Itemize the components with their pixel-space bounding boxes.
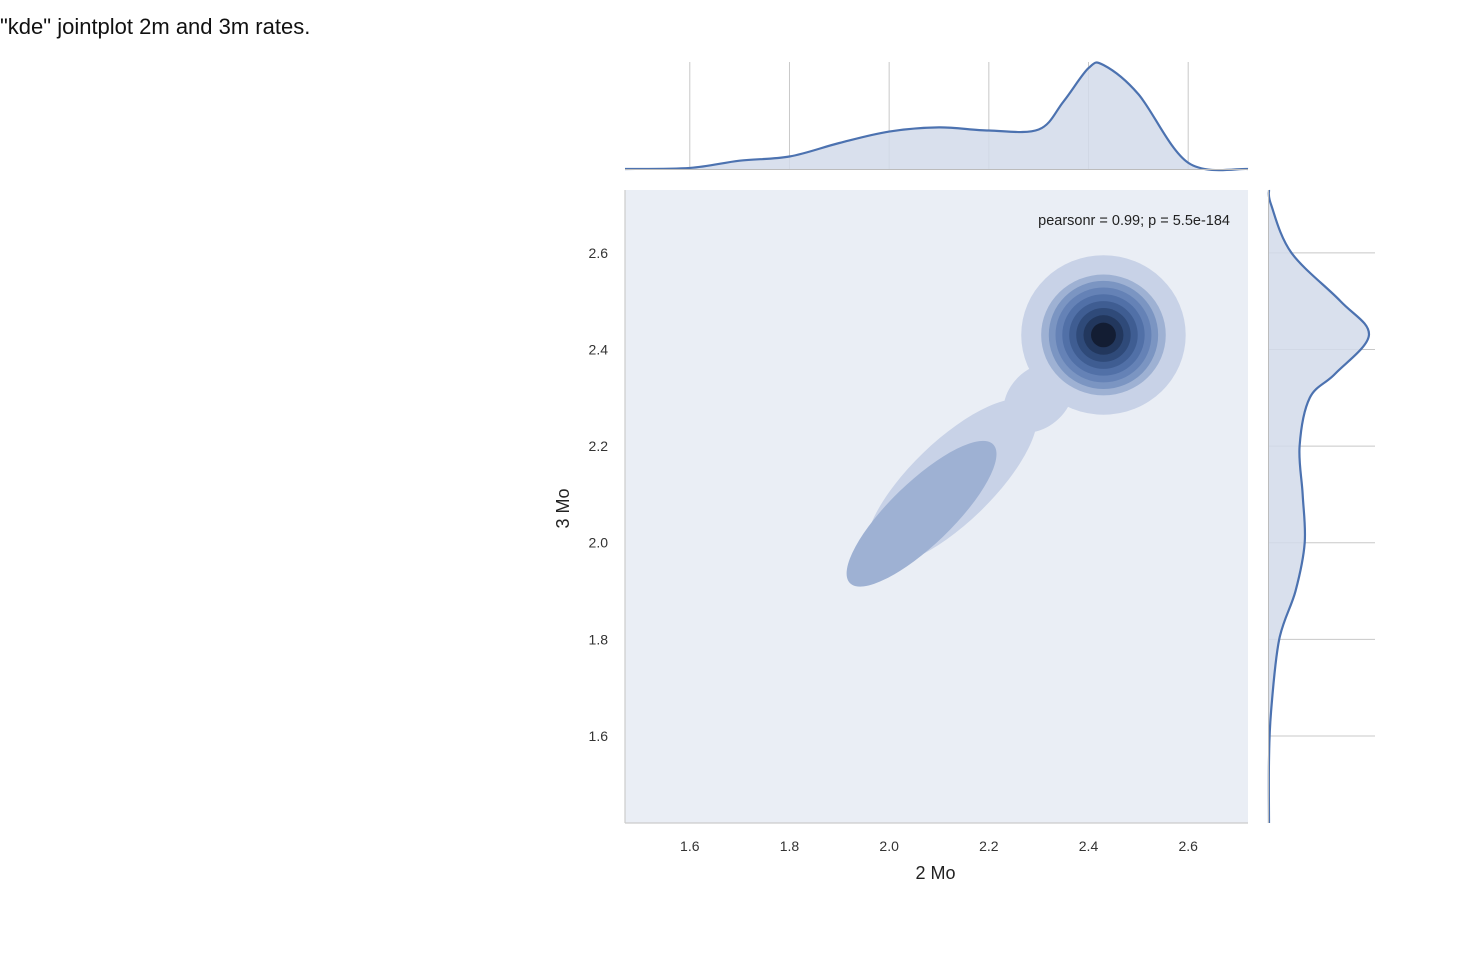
right-marginal-kde-line: [1267, 189, 1371, 824]
x-tick-labels: 1.6 1.8 2.0 2.2 2.4 2.6: [680, 838, 1198, 854]
y-tick-label: 2.6: [589, 245, 609, 261]
kde-contour-level: [1091, 322, 1116, 348]
y-tick-label: 2.2: [589, 438, 609, 454]
top-marginal-fill: [625, 62, 1248, 171]
kde-contours: [846, 255, 1186, 587]
y-tick-labels: 1.6 1.8 2.0 2.2 2.4 2.6: [589, 245, 609, 744]
pearsonr-annotation: pearsonr = 0.99; p = 5.5e-184: [1038, 213, 1230, 229]
x-tick-label: 2.2: [979, 838, 999, 854]
y-tick-label: 2.0: [589, 535, 609, 551]
y-tick-label: 1.8: [589, 631, 609, 647]
joint-kde-panel: 1.6 1.8 2.0 2.2 2.4 2.6 1.6 1.8 2.0 2.2 2.4 2.6: [589, 190, 1248, 854]
y-tick-label: 2.4: [589, 341, 609, 357]
x-axis-label: 2 Mo: [915, 863, 955, 883]
y-tick-label: 1.6: [589, 728, 609, 744]
x-tick-label: 2.4: [1079, 838, 1099, 854]
x-tick-label: 1.6: [680, 838, 700, 854]
top-marginal-plot: [624, 61, 1249, 172]
right-marginal-plot: [1267, 189, 1375, 824]
x-tick-label: 1.8: [780, 838, 800, 854]
x-tick-label: 2.6: [1178, 838, 1198, 854]
top-marginal-kde-line: [624, 61, 1249, 172]
y-axis-label: 3 Mo: [553, 488, 573, 528]
x-tick-label: 2.0: [879, 838, 899, 854]
right-marginal-fill: [1268, 190, 1369, 823]
cell-caption: "kde" jointplot 2m and 3m rates.: [0, 14, 311, 39]
